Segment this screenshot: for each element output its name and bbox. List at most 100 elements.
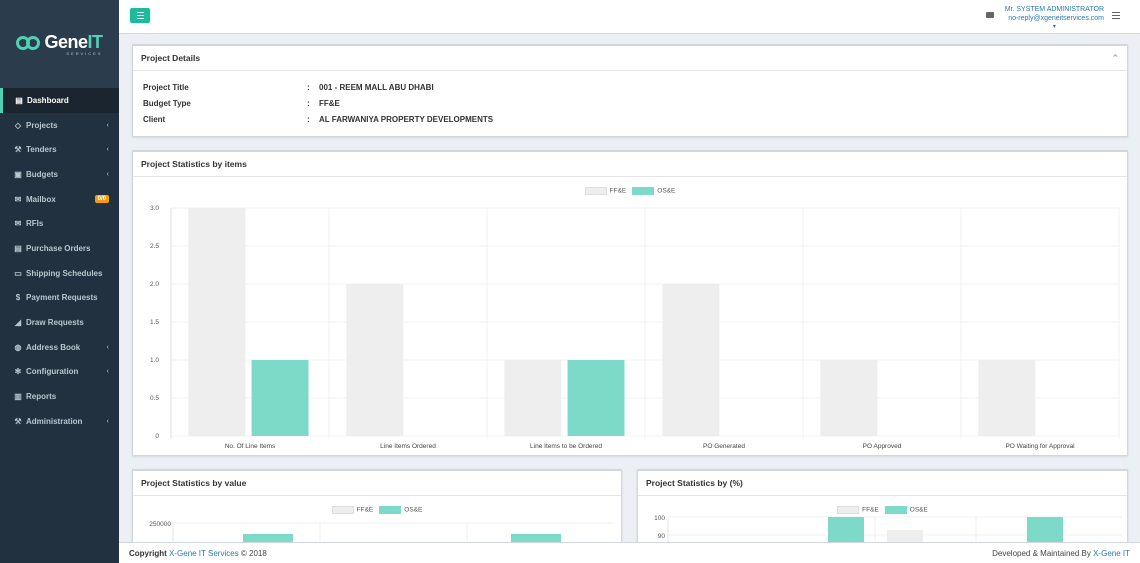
envelope-icon: ✉ <box>14 194 22 204</box>
bar-ffe <box>662 284 720 436</box>
x-tick-label: PO Generated <box>703 443 745 450</box>
chart-legend: FF&E OS&E <box>638 506 1127 514</box>
sidebar-item-label: Mailbox <box>26 194 56 204</box>
bar-ose <box>511 534 561 544</box>
sidebar-item-draw-requests[interactable]: ◢ Draw Requests <box>0 310 119 335</box>
legend-item[interactable]: FF&E <box>837 506 879 514</box>
y-tick-label: 100 <box>654 515 665 522</box>
sidebar-item-budgets[interactable]: ▣ Budgets ‹ <box>0 162 119 187</box>
x-tick-label: PO Waiting for Approval <box>1005 443 1075 450</box>
chart-legend: FF&E OS&E <box>133 506 621 514</box>
gavel-icon: ⚒ <box>14 145 22 155</box>
user-menu[interactable]: Mr. SYSTEM ADMINISTRATOR no-reply@xgenei… <box>1005 6 1104 31</box>
sidebar-item-tenders[interactable]: ⚒ Tenders ‹ <box>0 137 119 162</box>
logo-subtitle: SERVICES <box>66 50 103 56</box>
sidebar-item-label: Draw Requests <box>26 318 84 328</box>
dashboard-icon: ▤ <box>15 95 23 105</box>
detail-label: Client <box>143 114 166 124</box>
legend-item[interactable]: OS&E <box>379 506 422 514</box>
chevron-left-icon: ‹ <box>106 121 109 129</box>
bar-ffe <box>978 360 1036 436</box>
detail-value: 001 - REEM MALL ABU DHABI <box>319 82 434 92</box>
box-title: Project Statistics by items <box>141 159 247 169</box>
sidebar-item-label: Address Book <box>26 342 81 352</box>
logo-x-icon <box>16 34 42 54</box>
legend-item[interactable]: OS&E <box>632 187 675 195</box>
x-tick-label: Line Items to be Ordered <box>530 443 602 450</box>
detail-row: Project Title:001 - REEM MALL ABU DHABI <box>143 79 1117 95</box>
x-tick-label: No. Of Line Items <box>225 443 276 450</box>
developer-link[interactable]: X-Gene IT <box>1093 548 1130 558</box>
chevron-left-icon: ‹ <box>106 417 109 425</box>
sidebar-toggle-button[interactable] <box>130 8 150 23</box>
sidebar-item-label: Projects <box>26 120 58 130</box>
envelope-icon[interactable] <box>986 12 994 18</box>
collapse-icon[interactable]: ⌃ <box>1111 53 1119 63</box>
sidebar-item-label: Administration <box>26 416 83 426</box>
sidebar-item-shipping-schedules[interactable]: ▭ Shipping Schedules <box>0 261 119 286</box>
topbar: Mr. SYSTEM ADMINISTRATOR no-reply@xgenei… <box>119 0 1140 34</box>
legend-item[interactable]: FF&E <box>584 187 626 195</box>
y-tick-label: 3.0 <box>150 205 159 212</box>
sidebar-item-purchase-orders[interactable]: ▤ Purchase Orders <box>0 236 119 261</box>
sidebar-item-projects[interactable]: ◇ Projects ‹ <box>0 113 119 138</box>
globe-icon: ◍ <box>14 342 22 352</box>
bar-ose <box>251 360 309 436</box>
sidebar-item-label: RFIs <box>26 219 44 229</box>
chevron-left-icon: ‹ <box>106 343 109 351</box>
y-tick-label: 90 <box>658 533 666 540</box>
user-name[interactable]: Mr. SYSTEM ADMINISTRATOR <box>1004 6 1104 13</box>
control-sidebar-icon[interactable] <box>1112 12 1120 19</box>
developed-by: Developed & Maintained By X-Gene IT <box>992 548 1130 558</box>
briefcase-icon: ▣ <box>14 169 22 179</box>
sidebar-item-reports[interactable]: ▥ Reports <box>0 384 119 409</box>
box-title: Project Statistics by value <box>141 478 247 488</box>
box-title: Project Details <box>141 53 201 63</box>
stats-pct-box: Project Statistics by (%) FF&E OS&E 100 … <box>637 469 1128 549</box>
sidebar-item-label: Purchase Orders <box>26 243 91 253</box>
detail-colon: : <box>307 114 310 124</box>
project-details-box: Project Details ⌃ Project Title:001 - RE… <box>132 44 1128 137</box>
y-tick-label: 0 <box>155 433 159 440</box>
sidebar-menu: ▤ Dashboard ◇ Projects ‹ ⚒ Tenders ‹ ▣ Budgets ‹ ✉ M… <box>0 88 119 434</box>
logo[interactable]: GeneIT SERVICES <box>0 0 119 88</box>
box-title: Project Statistics by (%) <box>646 478 743 488</box>
detail-label: Budget Type <box>143 98 191 108</box>
detail-label: Project Title <box>143 82 189 92</box>
sidebar-item-label: Dashboard <box>27 95 69 105</box>
sidebar-item-label: Shipping Schedules <box>26 268 103 278</box>
area-chart-icon: ◢ <box>14 318 22 328</box>
y-tick-label: 0.5 <box>150 395 159 402</box>
logo-text-gene: Gene <box>44 31 88 52</box>
x-tick-label: Line Items Ordered <box>380 443 436 450</box>
sidebar-item-payment-requests[interactable]: $ Payment Requests <box>0 286 119 311</box>
sidebar-item-dashboard[interactable]: ▤ Dashboard <box>0 88 119 113</box>
caret-down-icon[interactable]: ▾ <box>1052 23 1056 30</box>
sidebar-item-rfis[interactable]: ✉ RFIs <box>0 211 119 236</box>
bar-ffe <box>887 530 923 544</box>
list-icon: ▤ <box>14 243 22 253</box>
y-tick-label: 2.0 <box>150 281 159 288</box>
company-link[interactable]: X-Gene IT Services <box>169 548 239 558</box>
sidebar-item-configuration[interactable]: ✻ Configuration ‹ <box>0 360 119 385</box>
chevron-left-icon: ‹ <box>106 368 109 376</box>
bar-ose <box>828 517 864 544</box>
bar-ose <box>1027 517 1063 544</box>
y-tick-label: 1.5 <box>150 319 159 326</box>
pct-bar-chart: 100 90 <box>654 515 1122 544</box>
legend-item[interactable]: OS&E <box>884 506 928 514</box>
sidebar-item-mailbox[interactable]: ✉ Mailbox 0/0 <box>0 187 119 212</box>
user-email[interactable]: no-reply@xgeneitservices.com <box>1008 14 1104 22</box>
chevron-left-icon: ‹ <box>106 146 109 154</box>
stats-value-box: Project Statistics by value FF&E OS&E 25… <box>132 469 622 549</box>
chevron-left-icon: ‹ <box>106 170 109 178</box>
detail-row: Client: AL FARWANIYA PROPERTY DEVELOPMENT… <box>143 111 1117 127</box>
sidebar-item-label: Reports <box>26 392 57 402</box>
envelope-icon: ✉ <box>14 219 22 229</box>
sidebar-item-address-book[interactable]: ◍ Address Book ‹ <box>0 335 119 360</box>
y-tick-label: 250000 <box>149 521 171 528</box>
sidebar-item-administration[interactable]: ⚒ Administration ‹ <box>0 409 119 434</box>
sidebar: GeneIT SERVICES ▤ Dashboard ◇ Projects ‹ ⚒ Ten… <box>0 0 119 563</box>
legend-item[interactable]: FF&E <box>331 506 373 514</box>
sidebar-item-label: Tenders <box>26 145 57 155</box>
